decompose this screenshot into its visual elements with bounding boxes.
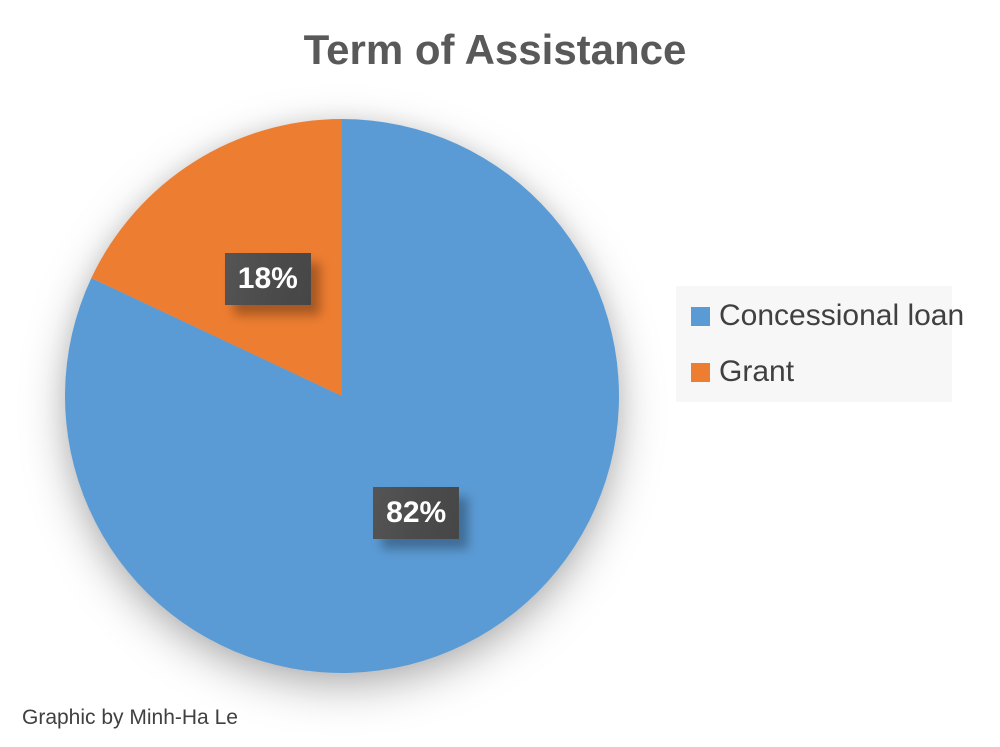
credit-text: Graphic by Minh-Ha Le <box>22 706 238 729</box>
pie-slice-concessional-loan <box>64 119 619 674</box>
legend: Concessional loan Grant <box>676 286 964 402</box>
legend-label-concessional-loan: Concessional loan <box>719 299 965 332</box>
legend-item-concessional-loan: Concessional loan <box>691 301 964 331</box>
pie-chart <box>64 119 619 674</box>
legend-item-grant: Grant <box>691 357 952 387</box>
legend-marker-concessional-loan-icon <box>691 306 710 326</box>
legend-marker-grant-icon <box>691 362 710 382</box>
chart-title: Term of Assistance <box>303 26 687 73</box>
legend-label-grant: Grant <box>719 355 795 388</box>
pie-slice-grant <box>91 119 342 396</box>
pie-svg <box>64 119 619 674</box>
